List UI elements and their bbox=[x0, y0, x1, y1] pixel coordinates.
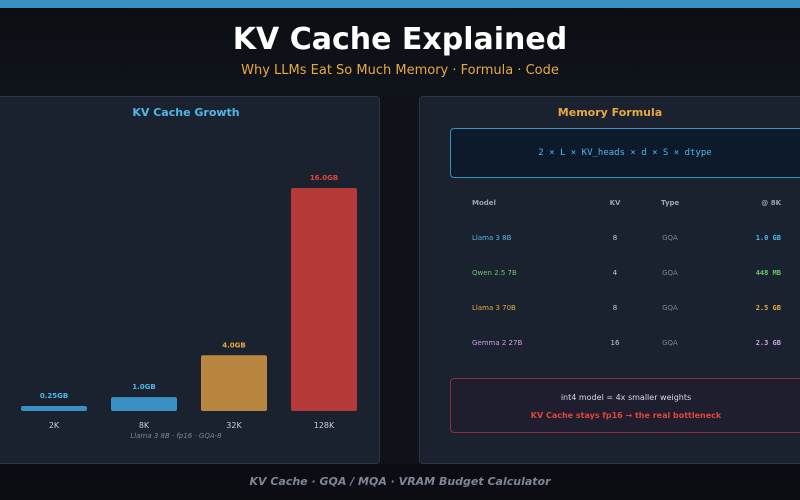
chart-bar bbox=[21, 406, 87, 411]
table-row: Llama 3 8B 8 GQA 1.0 GB bbox=[420, 234, 800, 248]
chart-title: KV Cache Growth bbox=[132, 106, 240, 119]
header-type: Type bbox=[661, 199, 680, 207]
formula-box: 2 × L × KV_heads × d × S × dtype bbox=[450, 128, 800, 178]
bar-data-label: 1.0GB bbox=[132, 383, 155, 391]
bottleneck-note: int4 model = 4x smaller weights KV Cache… bbox=[450, 378, 800, 433]
row-type: GQA bbox=[662, 269, 678, 277]
row-size: 1.0 GB bbox=[755, 234, 781, 242]
row-model: Gemma 2 27B bbox=[472, 339, 523, 347]
formula-text: 2 × L × KV_heads × d × S × dtype bbox=[538, 148, 712, 158]
header-model: Model bbox=[472, 199, 496, 207]
x-tick-label: 128K bbox=[314, 421, 335, 430]
row-kv: 8 bbox=[612, 304, 618, 312]
row-model: Llama 3 8B bbox=[472, 234, 512, 242]
bar-data-label: 0.25GB bbox=[40, 392, 68, 400]
kv-cache-growth-panel: KV Cache Growth 0.25GB 2K 1.0GB 8K 4.0GB 32K 1… bbox=[0, 96, 380, 464]
bar-data-label: 16.0GB bbox=[310, 174, 338, 182]
note-bottleneck: KV Cache stays fp16 → the real bottlenec… bbox=[530, 411, 722, 420]
row-size: 448 MB bbox=[755, 269, 781, 277]
page-title: KV Cache Explained bbox=[232, 22, 568, 57]
table-header: Model KV Type @ 8K bbox=[420, 199, 800, 213]
chart-bar bbox=[291, 188, 357, 411]
page-subtitle: Why LLMs Eat So Much Memory · Formula · … bbox=[241, 63, 559, 78]
row-size: 2.3 GB bbox=[755, 339, 781, 347]
chart-bar bbox=[111, 397, 177, 411]
top-accent-bar bbox=[0, 0, 800, 8]
footer: KV Cache · GQA / MQA · VRAM Budget Calcu… bbox=[0, 464, 800, 500]
row-type: GQA bbox=[662, 304, 678, 312]
footer-text: KV Cache · GQA / MQA · VRAM Budget Calcu… bbox=[249, 475, 551, 488]
header-kv: KV bbox=[609, 199, 621, 207]
header: KV Cache Explained Why LLMs Eat So Much … bbox=[0, 8, 800, 96]
row-kv: 8 bbox=[612, 234, 618, 242]
x-tick-label: 2K bbox=[49, 421, 60, 430]
row-size: 2.5 GB bbox=[755, 304, 781, 312]
table-row: Gemma 2 27B 16 GQA 2.3 GB bbox=[420, 339, 800, 353]
chart-caption: Llama 3 8B · fp16 · GQA-8 bbox=[130, 432, 222, 440]
bar-data-label: 4.0GB bbox=[222, 341, 245, 349]
chart-bar bbox=[201, 355, 267, 411]
row-kv: 4 bbox=[612, 269, 618, 277]
row-kv: 16 bbox=[610, 339, 620, 347]
memory-formula-panel: Memory Formula 2 × L × KV_heads × d × S … bbox=[419, 96, 800, 464]
table-row: Llama 3 70B 8 GQA 2.5 GB bbox=[420, 304, 800, 318]
formula-panel-title: Memory Formula bbox=[557, 106, 663, 119]
x-tick-label: 32K bbox=[226, 421, 242, 430]
row-type: GQA bbox=[662, 234, 678, 242]
x-tick-label: 8K bbox=[139, 421, 150, 430]
row-type: GQA bbox=[662, 339, 678, 347]
kv-cache-growth-chart: 0.25GB 2K 1.0GB 8K 4.0GB 32K 16.0GB 128K Llama 3… bbox=[21, 174, 357, 440]
header-size: @ 8K bbox=[761, 199, 781, 207]
table-row: Qwen 2.5 7B 4 GQA 448 MB bbox=[420, 269, 800, 283]
row-model: Llama 3 70B bbox=[472, 304, 516, 312]
note-weights: int4 model = 4x smaller weights bbox=[560, 393, 692, 402]
row-model: Qwen 2.5 7B bbox=[472, 269, 517, 277]
